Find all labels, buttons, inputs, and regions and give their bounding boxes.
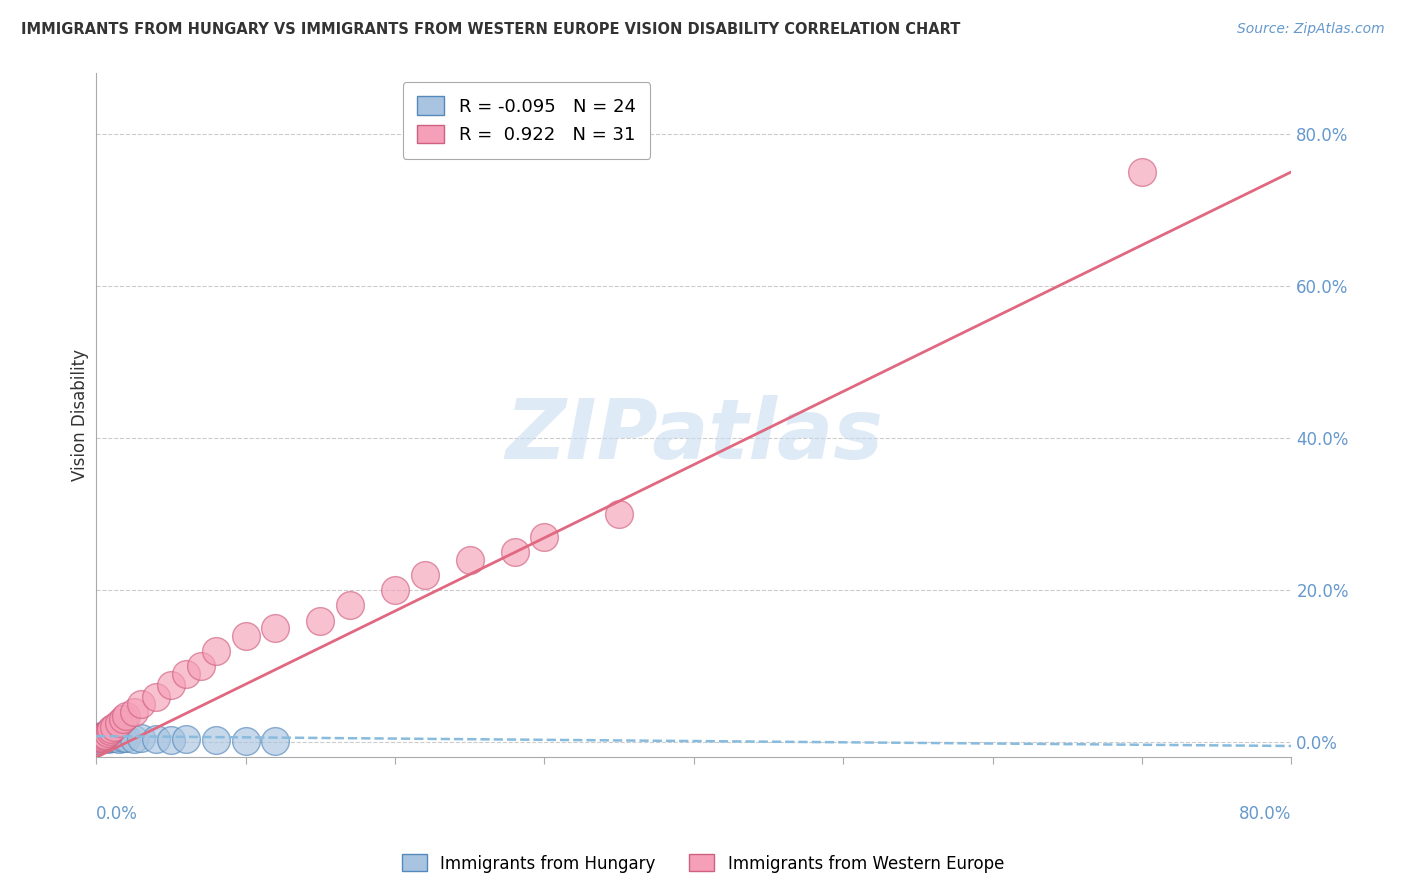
Point [1130, 165, 1153, 179]
Point [90, 729, 112, 743]
Point [97, 726, 120, 740]
Point [103, 731, 125, 745]
Point [174, 732, 197, 747]
Point [190, 659, 212, 673]
Point [90, 731, 112, 746]
Point [100, 731, 122, 746]
Point [533, 530, 555, 544]
Point [607, 507, 630, 521]
Point [91, 730, 114, 744]
Text: 0.0%: 0.0% [96, 805, 138, 823]
Point [413, 567, 436, 582]
Point [107, 732, 129, 747]
Point [91, 732, 114, 747]
Y-axis label: Vision Disability: Vision Disability [72, 349, 89, 481]
Point [112, 712, 135, 726]
Point [93, 730, 115, 744]
Point [145, 732, 167, 747]
Point [100, 722, 122, 736]
Point [98, 723, 121, 738]
Point [122, 732, 145, 747]
Legend: Immigrants from Hungary, Immigrants from Western Europe: Immigrants from Hungary, Immigrants from… [395, 847, 1011, 880]
Point [458, 552, 481, 566]
Legend: R = -0.095   N = 24, R =  0.922   N = 31: R = -0.095 N = 24, R = 0.922 N = 31 [402, 82, 650, 159]
Text: IMMIGRANTS FROM HUNGARY VS IMMIGRANTS FROM WESTERN EUROPE VISION DISABILITY CORR: IMMIGRANTS FROM HUNGARY VS IMMIGRANTS FR… [21, 22, 960, 37]
Point [160, 678, 183, 692]
Point [174, 666, 197, 681]
Point [93, 729, 115, 743]
Point [89, 731, 111, 745]
Point [115, 731, 138, 745]
Point [264, 733, 287, 747]
Point [89, 731, 111, 746]
Point [309, 614, 332, 628]
Point [122, 705, 145, 719]
Point [145, 690, 167, 704]
Point [87, 731, 110, 746]
Text: 80.0%: 80.0% [1239, 805, 1292, 823]
Point [339, 599, 361, 613]
Point [89, 732, 111, 747]
Point [115, 708, 138, 723]
Point [96, 731, 118, 745]
Point [235, 629, 257, 643]
Point [86, 732, 108, 747]
Point [264, 621, 287, 635]
Text: ZIPatlas: ZIPatlas [505, 395, 883, 476]
Point [235, 733, 257, 747]
Point [94, 728, 117, 742]
Point [129, 697, 152, 711]
Text: Source: ZipAtlas.com: Source: ZipAtlas.com [1237, 22, 1385, 37]
Point [112, 731, 135, 746]
Point [97, 732, 120, 747]
Point [384, 583, 406, 598]
Point [107, 716, 129, 731]
Point [204, 732, 226, 747]
Point [86, 732, 108, 747]
Point [204, 644, 226, 658]
Point [160, 732, 183, 747]
Point [94, 731, 117, 746]
Point [503, 545, 526, 559]
Point [129, 731, 152, 746]
Point [90, 731, 112, 746]
Point [103, 720, 125, 734]
